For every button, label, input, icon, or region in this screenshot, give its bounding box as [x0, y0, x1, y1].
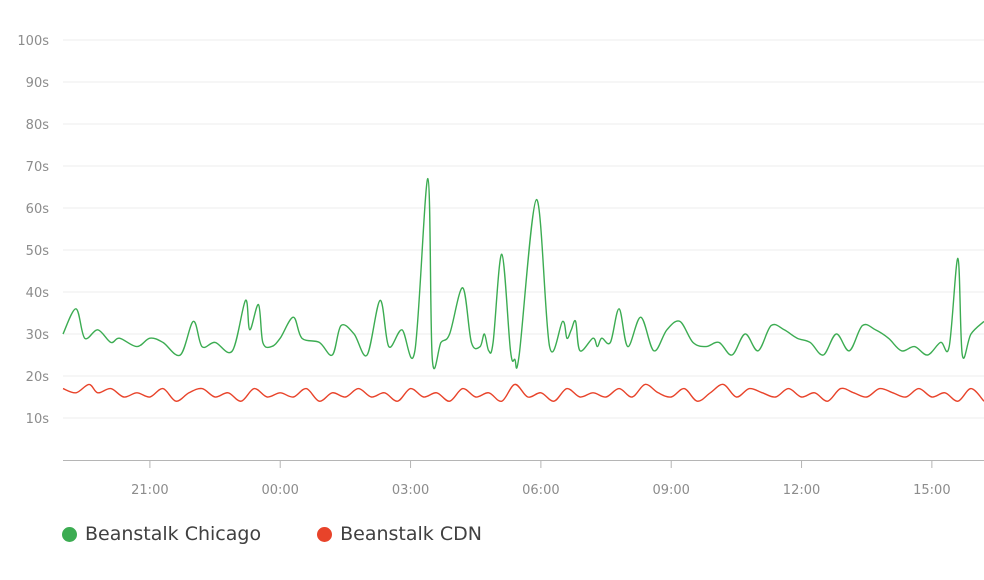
x-axis: 21:00 00:00 03:00 06:00 09:00 12:00 15:00 — [63, 460, 984, 498]
y-tick-label: 40s — [26, 286, 50, 301]
y-tick-label: 10s — [26, 412, 50, 427]
series-line-cdn[interactable] — [62, 383, 984, 402]
y-tick-label: 80s — [26, 118, 50, 133]
x-tick-label: 15:00 — [913, 483, 950, 498]
series-lines — [62, 177, 984, 402]
legend-label-chicago: Beanstalk Chicago — [85, 523, 262, 545]
y-tick-label: 60s — [26, 202, 50, 217]
x-tick-label: 03:00 — [392, 483, 429, 498]
y-tick-label: 90s — [26, 76, 50, 91]
legend-swatch-cdn — [317, 526, 333, 542]
chart-legend: Beanstalk Chicago Beanstalk CDN — [62, 523, 538, 545]
legend-swatch-chicago — [62, 526, 77, 542]
y-tick-label: 20s — [26, 370, 50, 385]
y-tick-label: 30s — [26, 328, 50, 343]
y-tick-label: 50s — [26, 244, 50, 259]
x-tick-label: 06:00 — [522, 483, 559, 498]
grid-lines — [63, 39, 984, 419]
y-tick-label: 100s — [17, 34, 49, 49]
x-tick-label: 00:00 — [261, 483, 298, 498]
x-tick-label: 09:00 — [652, 483, 689, 498]
x-tick-label: 12:00 — [783, 483, 820, 498]
y-tick-label: 70s — [26, 160, 50, 175]
legend-item-cdn[interactable]: Beanstalk CDN — [317, 523, 482, 545]
y-axis-tick-labels: 100s 90s 80s 70s 60s 50s 40s 30s 20s 10s — [17, 34, 49, 427]
x-tick-label: 21:00 — [131, 483, 168, 498]
legend-item-chicago[interactable]: Beanstalk Chicago — [62, 523, 261, 545]
legend-label-cdn: Beanstalk CDN — [340, 523, 482, 545]
series-line-chicago[interactable] — [62, 177, 984, 370]
